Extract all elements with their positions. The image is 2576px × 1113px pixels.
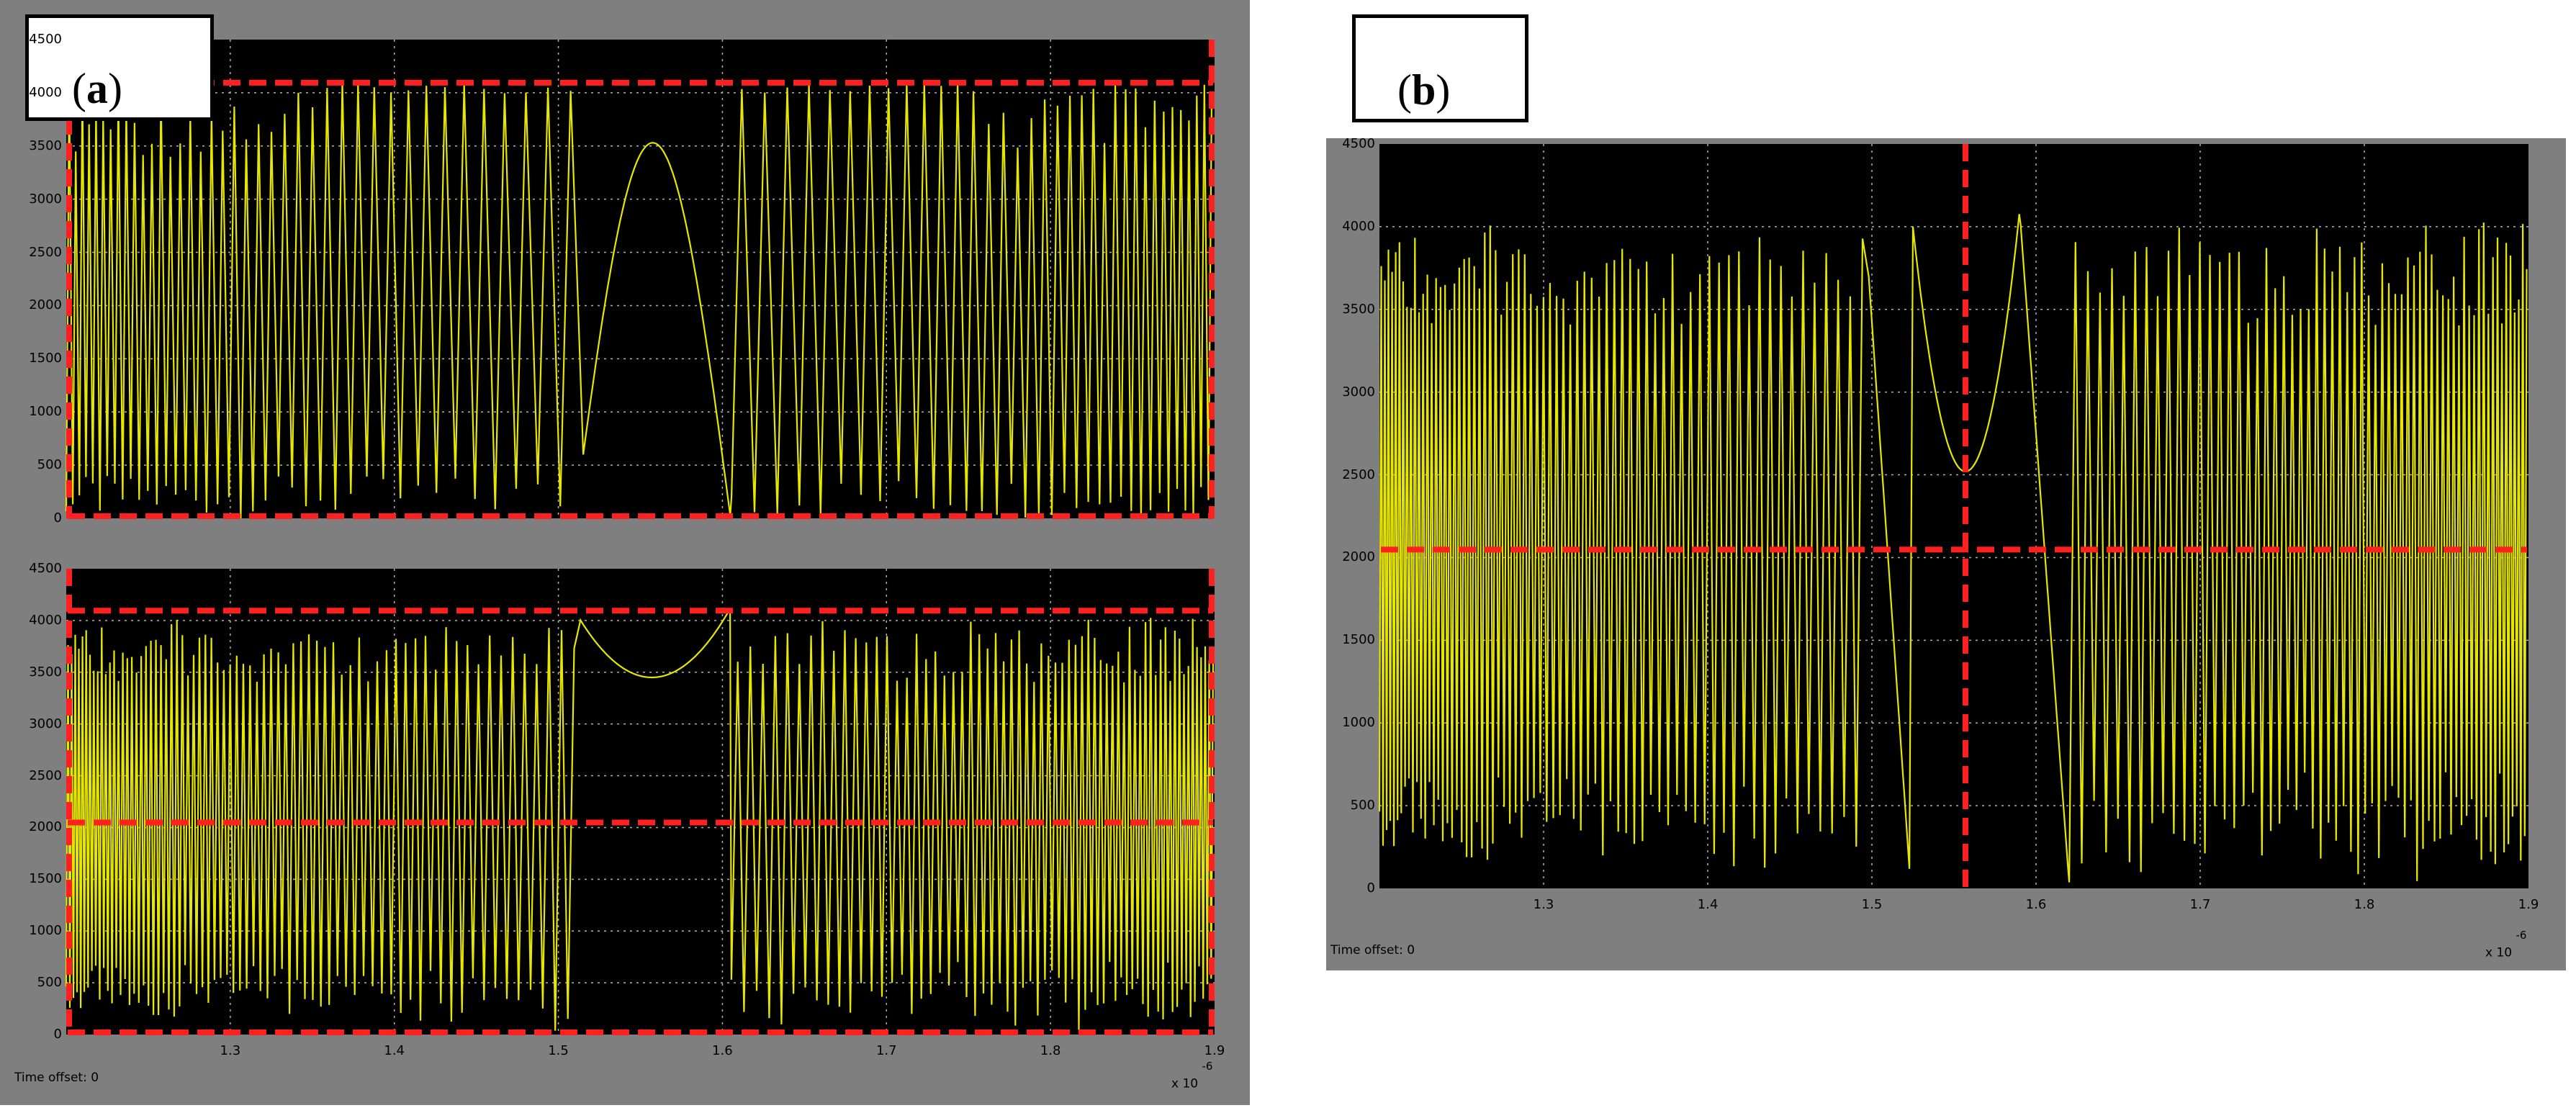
y-tick-label: 500 xyxy=(1350,798,1375,814)
time-offset-label-b: Time offset: 0 xyxy=(1330,943,1415,957)
x-tick-label: 1.9 xyxy=(1204,1043,1225,1058)
y-tick-label: 4500 xyxy=(1342,136,1375,151)
x-exponent-power-a: -6 xyxy=(1202,1060,1213,1073)
y-tick-label: 1500 xyxy=(1342,632,1375,648)
x-tick-label: 1.7 xyxy=(875,1043,897,1058)
x-tick-label: 1.7 xyxy=(2189,897,2211,912)
y-tick-label: 4000 xyxy=(29,84,62,100)
waveform-trace-a-top xyxy=(65,82,1213,519)
x-tick-label: 1.5 xyxy=(1861,897,1883,912)
x-tick-label: 1.8 xyxy=(2354,897,2375,912)
y-tick-label: 4500 xyxy=(29,32,62,47)
x-tick-label: 1.8 xyxy=(1040,1043,1061,1058)
y-tick-label: 0 xyxy=(53,1027,62,1042)
y-tick-label: 500 xyxy=(37,975,62,991)
x-exponent-base-b: x 10 xyxy=(2485,945,2513,960)
x-tick-label: 1.3 xyxy=(1533,897,1554,912)
panel-label-b-text: b xyxy=(1411,66,1436,114)
waveform-trace-a-bottom xyxy=(65,609,1215,1031)
x-tick-label: 1.6 xyxy=(712,1043,733,1058)
y-tick-label: 2500 xyxy=(1342,467,1375,482)
waveform-trace-b xyxy=(1378,214,2528,883)
y-tick-label: 3000 xyxy=(1342,384,1375,400)
x-tick-label: 1.3 xyxy=(220,1043,241,1058)
y-tick-label: 0 xyxy=(53,510,62,526)
y-tick-label: 3500 xyxy=(29,664,62,680)
x-exponent-power-b: -6 xyxy=(2516,929,2527,942)
y-tick-label: 3000 xyxy=(29,716,62,731)
x-tick-label: 1.9 xyxy=(2518,897,2539,912)
y-tick-label: 3500 xyxy=(29,138,62,153)
y-tick-label: 3000 xyxy=(29,191,62,207)
y-tick-label: 1000 xyxy=(29,923,62,939)
panel-label-b: (b) xyxy=(1352,14,1528,122)
y-tick-label: 4000 xyxy=(29,612,62,628)
y-tick-label: 1000 xyxy=(1342,715,1375,731)
x-exponent-label-b: x 10 -6 xyxy=(2485,929,2526,960)
panel-label-a: (a) xyxy=(25,14,214,121)
panel-label-a-text: a xyxy=(86,65,108,112)
y-tick-label: 0 xyxy=(1366,880,1375,896)
y-tick-label: 4500 xyxy=(29,561,62,576)
y-tick-label: 1000 xyxy=(29,404,62,420)
x-tick-label: 1.6 xyxy=(2025,897,2047,912)
y-tick-label: 2500 xyxy=(29,767,62,783)
y-tick-label: 4000 xyxy=(1342,218,1375,234)
y-tick-label: 3500 xyxy=(1342,301,1375,317)
x-exponent-label-a: x 10 -6 xyxy=(1171,1060,1212,1091)
x-tick-label: 1.5 xyxy=(548,1043,569,1058)
y-tick-label: 2500 xyxy=(29,244,62,260)
x-tick-label: 1.4 xyxy=(1697,897,1719,912)
time-offset-label-a: Time offset: 0 xyxy=(14,1071,99,1085)
y-tick-label: 500 xyxy=(37,457,62,473)
y-tick-label: 2000 xyxy=(29,819,62,835)
x-tick-label: 1.4 xyxy=(384,1043,405,1058)
y-tick-label: 1500 xyxy=(29,871,62,887)
y-tick-label: 2000 xyxy=(1342,549,1375,565)
y-tick-label: 1500 xyxy=(29,351,62,366)
y-tick-label: 2000 xyxy=(29,297,62,313)
x-exponent-base-a: x 10 xyxy=(1171,1076,1199,1091)
